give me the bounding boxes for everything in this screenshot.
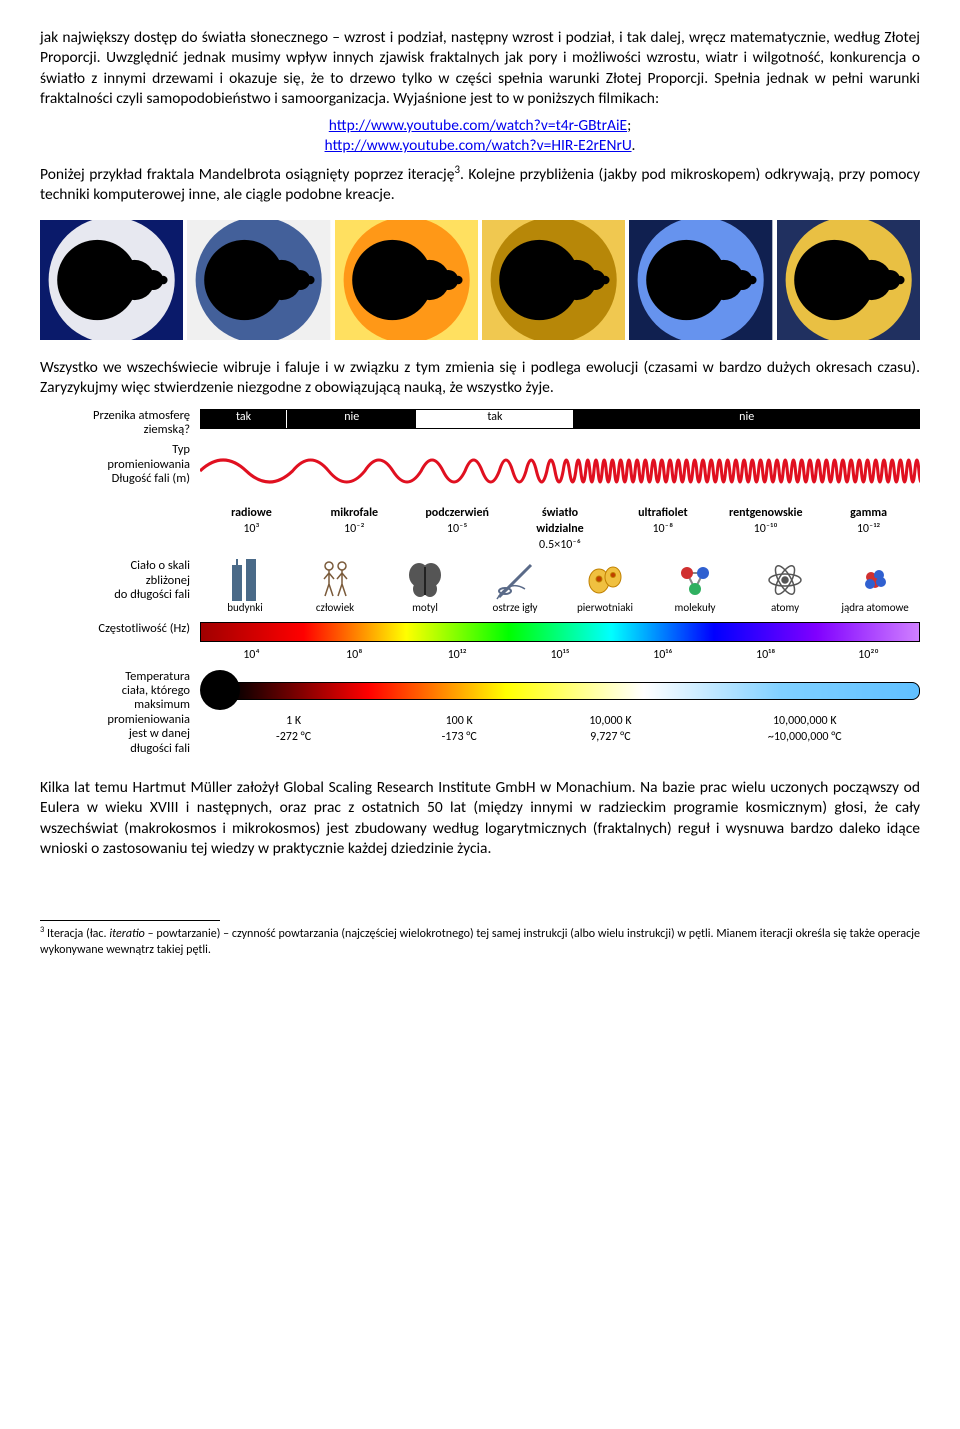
link2-tail: .	[632, 136, 636, 155]
building-icon	[228, 559, 262, 601]
footnote-a: Iteracja (łac.	[44, 927, 109, 941]
spectrum-row-label: Częstotliwość (Hz)	[40, 622, 200, 636]
human-icon	[318, 559, 352, 601]
spectrum-row-label: Przenika atmosferę ziemską?	[40, 409, 200, 438]
protozoa-icon	[585, 559, 625, 601]
youtube-link-2[interactable]: http://www.youtube.com/watch?v=HIR-E2rEN…	[325, 136, 632, 155]
atom-icon	[765, 559, 805, 601]
footnote-italic: iteratio	[109, 927, 145, 941]
fractal-tile	[40, 220, 183, 340]
spectrum-row-label: Temperatura ciała, którego maksimum prom…	[40, 670, 200, 756]
paragraph-4: Kilka lat temu Hartmut Müller założył Gl…	[40, 778, 920, 860]
fractal-tile	[335, 220, 478, 340]
fractal-tile	[777, 220, 920, 340]
fractal-tile	[187, 220, 330, 340]
footnote-separator	[40, 920, 220, 921]
spectrum-row-label: Ciało o skali zbliżonej do długości fali	[40, 559, 200, 602]
fractal-tile	[482, 220, 625, 340]
em-spectrum-diagram: Przenika atmosferę ziemską?taknietaknieT…	[40, 409, 920, 756]
footnote-b: – powtarzanie) – czynność powtarzania (n…	[40, 927, 920, 957]
paragraph-2: Poniżej przykład fraktala Mandelbrota os…	[40, 163, 920, 206]
fractal-tile	[629, 220, 772, 340]
spectrum-row-label: Typ promieniowania Długość fali (m)	[40, 443, 200, 486]
links-block: http://www.youtube.com/watch?v=t4r-GBtrA…	[40, 116, 920, 157]
link1-tail: ;	[627, 116, 631, 135]
paragraph-1: jak największy dostęp do światła słonecz…	[40, 28, 920, 110]
fractal-image-strip	[40, 220, 920, 340]
footnote-3: 3 Iteracja (łac. iteratio – powtarzanie)…	[40, 925, 920, 959]
youtube-link-1[interactable]: http://www.youtube.com/watch?v=t4r-GBtrA…	[329, 116, 627, 135]
paragraph-3: Wszystko we wszechświecie wibruje i falu…	[40, 358, 920, 399]
needle-icon	[495, 559, 535, 601]
molecule-icon	[675, 559, 715, 601]
butterfly-icon	[405, 559, 445, 601]
p2a: Poniżej przykład fraktala Mandelbrota os…	[40, 165, 454, 184]
nucleus-icon	[858, 559, 892, 601]
